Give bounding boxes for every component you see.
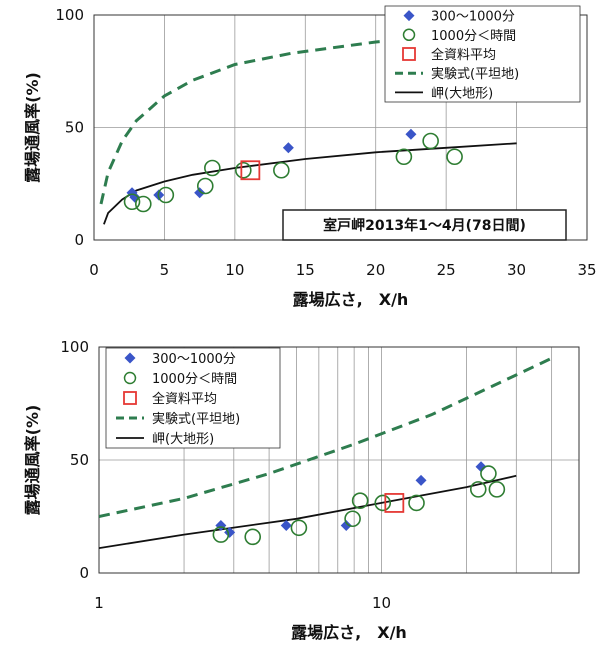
data-point-diamond	[194, 187, 206, 199]
x-tick-label: 25	[437, 261, 456, 279]
legend-swatch	[402, 47, 416, 61]
series-line-cape	[99, 474, 517, 549]
legend-swatch	[123, 371, 137, 385]
x-tick-label: 15	[296, 261, 315, 279]
legend-swatch	[124, 352, 136, 364]
y-tick-label: 50	[70, 451, 89, 469]
data-point-circle	[212, 526, 230, 543]
data-point-circle	[244, 528, 262, 546]
plot-frame	[98, 346, 580, 574]
data-point-circle	[344, 510, 361, 528]
annotation-text: 室戸岬2013年1～4月(78日間)	[323, 217, 526, 234]
plot-marks	[99, 36, 517, 225]
data-point-circle	[204, 159, 221, 177]
legend-entry: 全資料平均	[431, 47, 496, 63]
legend-entry: 1000分＜時間	[152, 372, 237, 387]
x-tick-label: 35	[577, 261, 596, 279]
data-point-square	[384, 493, 405, 513]
data-point-diamond	[282, 142, 294, 154]
y-axis-label: 露場通風率(%)	[23, 72, 42, 183]
data-point-circle	[480, 465, 497, 482]
x-axis-label: 露場広さ, X/h	[291, 623, 407, 642]
series-line-flat-terrain	[99, 356, 553, 518]
legend-entry: 実験式(平坦地)	[431, 66, 519, 82]
data-point-circle	[374, 494, 392, 512]
series-line-flat-terrain	[99, 36, 433, 205]
data-point-diamond	[475, 461, 487, 473]
x-tick-label: 30	[507, 261, 526, 279]
legend-entry: 1000分＜時間	[431, 29, 516, 44]
y-tick-label: 50	[65, 119, 84, 137]
legend-entry: 実験式(平坦地)	[152, 411, 240, 427]
plot-marks	[99, 356, 553, 549]
y-axis-label: 露場通風率(%)	[23, 405, 42, 516]
x-tick-label: 1	[94, 594, 104, 612]
legend-entry: 岬(大地形)	[431, 86, 493, 101]
x-axis-label: 露場広さ, X/h	[293, 290, 409, 309]
legend-entry: 全資料平均	[152, 391, 217, 407]
data-point-diamond	[415, 474, 427, 486]
data-point-circle	[422, 132, 439, 150]
legend-box	[384, 5, 581, 103]
x-tick-label: 0	[89, 261, 99, 279]
data-point-circle	[235, 161, 252, 179]
data-point-circle	[351, 492, 369, 509]
y-tick-label: 0	[74, 231, 84, 249]
data-point-circle	[469, 481, 487, 498]
legend-swatch	[402, 28, 416, 42]
annotation-box	[282, 209, 567, 241]
data-point-square	[240, 160, 261, 181]
legend-entry: 岬(大地形)	[152, 432, 214, 447]
data-point-circle	[408, 494, 425, 512]
data-point-circle	[123, 193, 141, 211]
legend-swatch	[403, 10, 415, 22]
y-tick-label: 100	[60, 338, 89, 356]
data-point-circle	[157, 186, 175, 204]
data-point-circle	[395, 148, 413, 166]
data-point-circle	[273, 161, 290, 179]
data-point-circle	[488, 481, 506, 498]
data-point-circle	[290, 519, 308, 537]
legend-box	[105, 347, 281, 449]
legend-entry: 300～1000分	[431, 10, 515, 25]
chart-1: 0 5 10 15 20 25 30 35 0 50 100 露場広さ, X/h 露場通風率(%) 室戸岬…	[23, 5, 597, 309]
legend-entry: 300～1000分	[152, 352, 236, 367]
x-tick-label: 20	[366, 261, 385, 279]
data-point-circle	[135, 195, 152, 213]
legend-swatch	[123, 391, 137, 405]
data-point-circle	[446, 148, 463, 166]
x-tick-label: 10	[225, 261, 244, 279]
data-point-diamond	[405, 128, 417, 140]
x-tick-label: 10	[372, 594, 391, 612]
y-tick-label: 100	[55, 6, 84, 24]
data-point-diamond	[340, 520, 352, 532]
y-tick-label: 0	[79, 564, 89, 582]
x-tick-label: 5	[160, 261, 170, 279]
data-point-circle	[196, 177, 214, 195]
data-point-diamond	[280, 520, 292, 532]
